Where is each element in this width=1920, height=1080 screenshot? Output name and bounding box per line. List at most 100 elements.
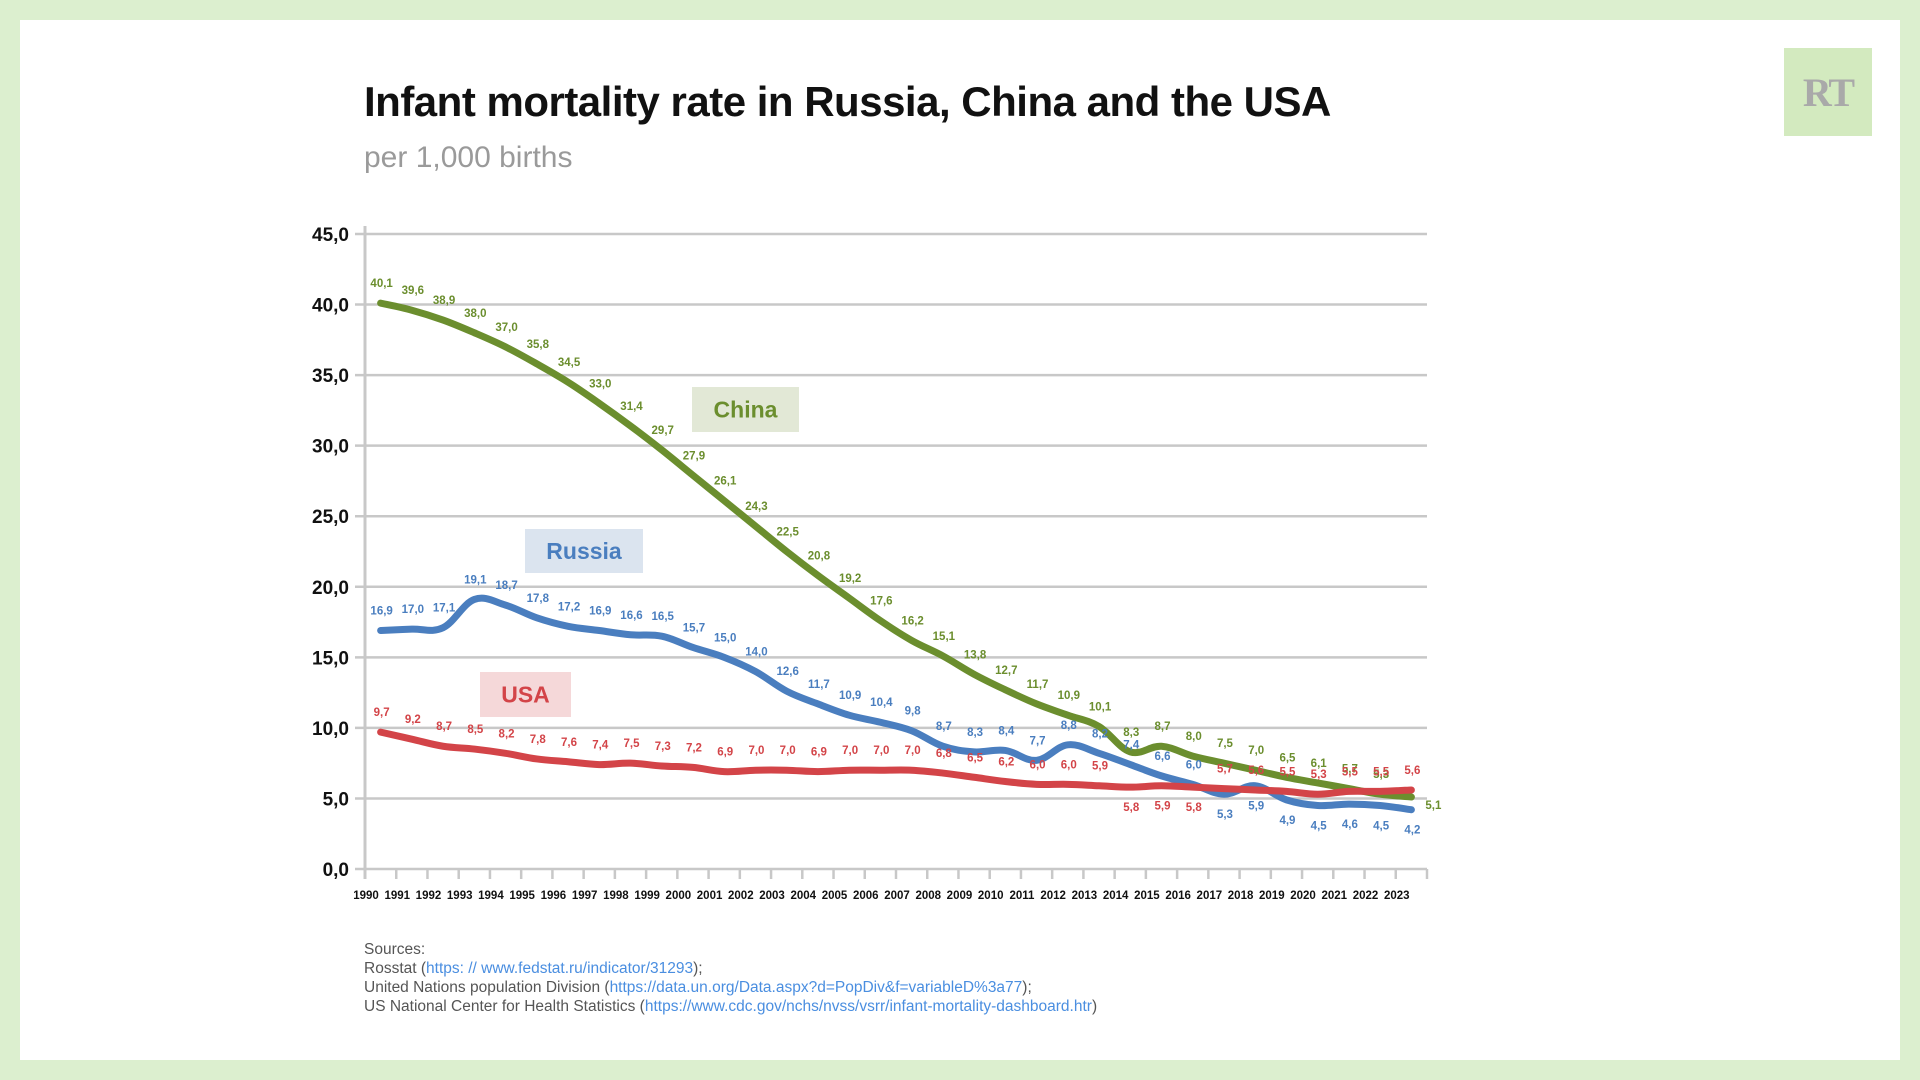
legend-box-russia — [525, 529, 643, 573]
data-label-china: 7,5 — [1217, 738, 1234, 750]
data-label-china: 27,9 — [683, 450, 705, 462]
x-tick-label: 2010 — [978, 890, 1004, 902]
x-tick-label: 2006 — [853, 890, 879, 902]
x-tick-label: 2015 — [1134, 890, 1160, 902]
y-tick-label: 10,0 — [312, 719, 349, 740]
data-label-usa: 5,8 — [1123, 802, 1140, 814]
x-tick-label: 1999 — [634, 890, 660, 902]
data-label-usa: 8,7 — [436, 721, 452, 733]
data-label-usa: 5,5 — [1342, 766, 1359, 778]
data-label-usa: 6,9 — [811, 747, 827, 759]
series-tags: China Russia USA — [480, 387, 799, 717]
data-label-usa: 5,6 — [1404, 765, 1420, 777]
data-label-china: 24,3 — [745, 501, 767, 513]
data-label-usa: 6,5 — [967, 752, 984, 764]
data-label-china: 17,6 — [870, 596, 892, 608]
data-label-russia: 16,5 — [652, 611, 675, 623]
data-label-russia: 8,4 — [998, 725, 1015, 737]
data-label-usa: 7,0 — [873, 745, 889, 757]
data-label-russia: 4,5 — [1373, 821, 1390, 833]
data-label-russia: 4,9 — [1279, 815, 1295, 827]
data-label-russia: 7,7 — [1030, 735, 1046, 747]
source-item-rosstat: Rosstat (https: // www.fedstat.ru/indica… — [364, 960, 703, 977]
source-link-un[interactable]: https://data.un.org/Data.aspx?d=PopDiv&f… — [609, 979, 1023, 996]
data-label-china: 8,0 — [1186, 731, 1202, 743]
data-label-china: 34,5 — [558, 357, 581, 369]
data-label-usa: 6,9 — [717, 747, 733, 759]
rt-logo: RT — [1784, 48, 1872, 136]
data-label-usa: 5,5 — [1373, 766, 1390, 778]
data-label-russia: 15,0 — [714, 632, 736, 644]
legend-box-usa — [480, 672, 571, 717]
data-label-usa: 7,4 — [592, 740, 609, 752]
data-label-china: 38,0 — [464, 308, 486, 320]
data-label-china: 16,2 — [901, 615, 923, 627]
data-label-usa: 5,7 — [1217, 764, 1233, 776]
data-label-usa: 9,2 — [405, 714, 421, 726]
data-label-china: 38,9 — [433, 295, 455, 307]
data-label-russia: 4,5 — [1311, 821, 1328, 833]
y-axis: 0,0 5,0 10,0 15,0 20,0 25,0 30,0 35,0 40,0 45,0 — [312, 225, 367, 881]
y-tick-label: 25,0 — [312, 507, 349, 528]
data-label-russia: 8,3 — [967, 727, 983, 739]
data-label-russia: 19,1 — [464, 574, 487, 586]
x-tick-label: 1995 — [509, 890, 535, 902]
series-lines — [377, 299, 1415, 814]
data-label-china: 26,1 — [714, 476, 737, 488]
data-label-usa: 5,9 — [1155, 801, 1171, 813]
data-label-usa: 7,0 — [780, 745, 796, 757]
x-tick-label: 1998 — [603, 890, 629, 902]
x-tick-label: 1992 — [416, 890, 442, 902]
data-label-china: 22,5 — [776, 527, 799, 539]
data-label-china: 7,0 — [1248, 745, 1264, 757]
source-link-rosstat[interactable]: https: // www.fedstat.ru/indicator/31293 — [426, 960, 694, 977]
source-link-cdc[interactable]: https://www.cdc.gov/nchs/nvss/vsrr/infan… — [644, 998, 1092, 1015]
data-label-russia: 17,1 — [433, 603, 456, 615]
x-tick-label: 2008 — [915, 890, 941, 902]
data-label-usa: 6,8 — [936, 748, 953, 760]
data-label-china: 11,7 — [1027, 679, 1049, 691]
data-label-usa: 6,2 — [998, 757, 1014, 769]
x-tick-label: 1996 — [541, 890, 567, 902]
data-label-usa: 5,6 — [1248, 765, 1264, 777]
data-labels: 40,1 39,6 38,9 38,0 37,0 35,8 34,5 33,0 31,4 29,7… — [370, 278, 1442, 837]
data-label-china: 5,1 — [1425, 800, 1442, 812]
source-item-un: United Nations population Division (http… — [364, 979, 1032, 996]
data-label-usa: 7,8 — [530, 734, 547, 746]
x-tick-label: 2020 — [1290, 890, 1316, 902]
data-label-russia: 5,9 — [1248, 801, 1264, 813]
x-tick-label: 2004 — [790, 890, 816, 902]
data-label-china: 35,8 — [527, 339, 550, 351]
x-tick-label: 2002 — [728, 890, 754, 902]
data-label-russia: 18,7 — [495, 580, 517, 592]
x-tick-label: 2003 — [759, 890, 785, 902]
x-tick-label: 2001 — [697, 890, 723, 902]
x-tick-label: 1993 — [447, 890, 473, 902]
data-label-usa: 5,3 — [1311, 769, 1327, 781]
source-item-cdc: US National Center for Health Statistics… — [364, 998, 1098, 1015]
data-label-china: 19,2 — [839, 573, 861, 585]
chart-card — [20, 20, 1900, 1060]
data-label-russia: 4,2 — [1404, 825, 1420, 837]
data-label-usa: 9,7 — [374, 707, 390, 719]
legend-box-china — [692, 387, 799, 432]
x-axis: 1990 1991 1992 1993 1994 1995 1996 1997 1998 1999… — [353, 869, 1429, 902]
y-tick-label: 5,0 — [323, 789, 349, 810]
y-tick-label: 40,0 — [312, 296, 349, 317]
x-tick-label: 2013 — [1072, 890, 1098, 902]
data-label-usa: 6,0 — [1030, 759, 1046, 771]
x-tick-label: 1994 — [478, 890, 504, 902]
data-label-russia: 16,6 — [620, 610, 642, 622]
data-label-russia: 16,9 — [589, 606, 611, 618]
data-label-russia: 6,0 — [1186, 759, 1202, 771]
x-tick-label: 2012 — [1040, 890, 1066, 902]
legend-label-usa: USA — [501, 682, 550, 708]
data-label-china: 5,3 — [1373, 769, 1389, 781]
data-label-china: 6,1 — [1311, 758, 1328, 770]
x-tick-label: 2023 — [1384, 890, 1410, 902]
data-label-russia: 11,7 — [808, 679, 830, 691]
y-tick-label: 20,0 — [312, 578, 349, 599]
y-tick-label: 30,0 — [312, 437, 349, 458]
data-label-russia: 10,9 — [839, 690, 861, 702]
x-tick-label: 2018 — [1228, 890, 1254, 902]
